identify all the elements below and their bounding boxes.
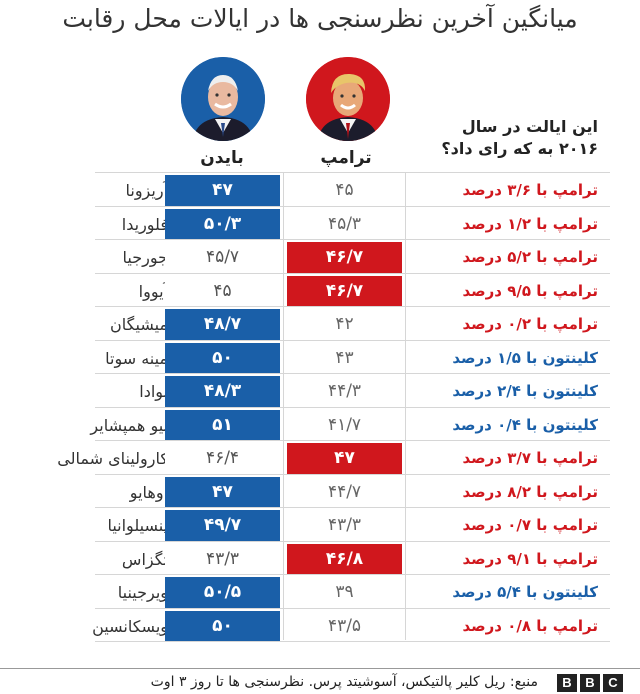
bbc-logo-letter: B (557, 674, 577, 692)
table-row: جورجیا ۴۵/۷ ۴۶/۷ ترامپ با ۵/۲ درصد (0, 240, 640, 273)
trump-poll-value: ۴۶/۷ (287, 242, 402, 273)
result-2016: ترامپ با ۳/۶ درصد (462, 181, 599, 199)
state-name: ویسکانسین (92, 617, 168, 636)
state-name: اوهایو (129, 483, 168, 502)
biden-poll-value: ۵۰/۳ (165, 209, 280, 240)
biden-poll-value: ۵۰ (165, 343, 280, 374)
trump-poll-value: ۴۴/۳ (287, 376, 402, 407)
row-divider (95, 306, 610, 307)
bbc-logo-letter: C (603, 674, 623, 692)
bbc-logo-letter: B (580, 674, 600, 692)
table-row: نوادا ۴۸/۳ ۴۴/۳ کلینتون با ۲/۴ درصد (0, 374, 640, 407)
biden-poll-value: ۵۰ (165, 611, 280, 642)
table-row: آیووا ۴۵ ۴۶/۷ ترامپ با ۹/۵ درصد (0, 274, 640, 307)
trump-poll-value: ۴۲ (287, 309, 402, 340)
biden-poll-value: ۵۱ (165, 410, 280, 441)
biden-poll-value: ۴۸/۷ (165, 309, 280, 340)
result-2016: ترامپ با ۹/۵ درصد (462, 282, 599, 300)
table-row: اوهایو ۴۷ ۴۴/۷ ترامپ با ۸/۲ درصد (0, 475, 640, 508)
state-name: ویرجینیا (117, 583, 168, 602)
source-note: منبع: ریل کلیر پالتیکس، آسوشیتد پرس. نظر… (150, 674, 538, 690)
row-divider (95, 172, 610, 173)
row-divider (95, 541, 610, 542)
trump-poll-value: ۴۶/۸ (287, 544, 402, 575)
row-divider (95, 373, 610, 374)
biden-portrait (181, 57, 265, 141)
state-name: نوادا (139, 382, 168, 401)
table-row: میشیگان ۴۸/۷ ۴۲ ترامپ با ۰/۲ درصد (0, 307, 640, 340)
biden-poll-value: ۴۵ (165, 276, 280, 307)
table-row: نیو همپشایر ۵۱ ۴۱/۷ کلینتون با ۰/۴ درصد (0, 408, 640, 441)
trump-poll-value: ۴۵/۳ (287, 209, 402, 240)
biden-poll-value: ۴۵/۷ (165, 242, 280, 273)
result-2016: ترامپ با ۱/۲ درصد (462, 215, 599, 233)
trump-portrait (306, 57, 390, 141)
state-name: جورجیا (122, 248, 168, 267)
result-2016: ترامپ با ۰/۲ درصد (462, 315, 599, 333)
biden-poll-value: ۴۸/۳ (165, 376, 280, 407)
result-2016: ترامپ با ۹/۱ درصد (462, 550, 599, 568)
biden-poll-value: ۵۰/۵ (165, 577, 280, 608)
table-row: فلوریدا ۵۰/۳ ۴۵/۳ ترامپ با ۱/۲ درصد (0, 207, 640, 240)
state-name: آریزونا (125, 181, 168, 200)
biden-poll-value: ۴۷ (165, 477, 280, 508)
result-2016: کلینتون با ۱/۵ درصد (452, 349, 598, 367)
chart-title: میانگین آخرین نظرسنجی ها در ایالات محل ر… (62, 4, 578, 33)
row-divider (95, 273, 610, 274)
table-row: تگزاس ۴۳/۳ ۴۶/۸ ترامپ با ۹/۱ درصد (0, 542, 640, 575)
row-divider (95, 206, 610, 207)
trump-poll-value: ۴۳/۳ (287, 510, 402, 541)
trump-poll-value: ۴۶/۷ (287, 276, 402, 307)
state-name: آیووا (138, 282, 168, 301)
trump-poll-value: ۳۹ (287, 577, 402, 608)
row-divider (95, 507, 610, 508)
biden-poll-value: ۴۷ (165, 175, 280, 206)
table-row: کارولینای شمالی ۴۶/۴ ۴۷ ترامپ با ۳/۷ درصد (0, 441, 640, 474)
row-divider (95, 340, 610, 341)
row-divider (95, 608, 610, 609)
table-row: آریزونا ۴۷ ۴۵ ترامپ با ۳/۶ درصد (0, 173, 640, 206)
trump-column-header: ترامپ (320, 148, 372, 168)
result-2016: ترامپ با ۰/۸ درصد (462, 617, 599, 635)
column-divider (283, 172, 284, 640)
state-name: فلوریدا (121, 215, 168, 234)
state-name: مینه سوتا (105, 349, 168, 368)
bbc-logo: B B C (557, 674, 623, 692)
column-divider (405, 172, 406, 640)
state-name: پنسیلوانیا (107, 516, 168, 535)
biden-poll-value: ۴۳/۳ (165, 544, 280, 575)
row-divider (95, 474, 610, 475)
biden-column-header: بایدن (200, 148, 244, 168)
result-2016: کلینتون با ۰/۴ درصد (452, 416, 598, 434)
trump-poll-value: ۴۳/۵ (287, 611, 402, 642)
state-name: نیو همپشایر (90, 416, 168, 435)
row-divider (95, 239, 610, 240)
row-divider (95, 407, 610, 408)
table-row: پنسیلوانیا ۴۹/۷ ۴۳/۳ ترامپ با ۰/۷ درصد (0, 508, 640, 541)
trump-poll-value: ۴۴/۷ (287, 477, 402, 508)
row-divider (95, 440, 610, 441)
result-2016: ترامپ با ۳/۷ درصد (462, 449, 599, 467)
trump-poll-value: ۴۷ (287, 443, 402, 474)
trump-poll-value: ۴۳ (287, 343, 402, 374)
table-row: مینه سوتا ۵۰ ۴۳ کلینتون با ۱/۵ درصد (0, 341, 640, 374)
state-name: میشیگان (110, 315, 168, 334)
table-row: ویسکانسین ۵۰ ۴۳/۵ ترامپ با ۰/۸ درصد (0, 609, 640, 642)
question-column-header: این ایالت در سال ۲۰۱۶ به که رای داد؟ (441, 117, 598, 158)
trump-poll-value: ۴۱/۷ (287, 410, 402, 441)
table-row: ویرجینیا ۵۰/۵ ۳۹ کلینتون با ۵/۴ درصد (0, 575, 640, 608)
row-divider (95, 641, 610, 642)
biden-poll-value: ۴۹/۷ (165, 510, 280, 541)
biden-poll-value: ۴۶/۴ (165, 443, 280, 474)
result-2016: کلینتون با ۵/۴ درصد (452, 583, 598, 601)
result-2016: ترامپ با ۸/۲ درصد (462, 483, 599, 501)
footer-divider (0, 668, 640, 669)
state-name: تگزاس (121, 550, 168, 569)
result-2016: کلینتون با ۲/۴ درصد (452, 382, 598, 400)
trump-poll-value: ۴۵ (287, 175, 402, 206)
row-divider (95, 574, 610, 575)
state-name: کارولینای شمالی (57, 449, 168, 468)
result-2016: ترامپ با ۰/۷ درصد (462, 516, 599, 534)
result-2016: ترامپ با ۵/۲ درصد (462, 248, 599, 266)
